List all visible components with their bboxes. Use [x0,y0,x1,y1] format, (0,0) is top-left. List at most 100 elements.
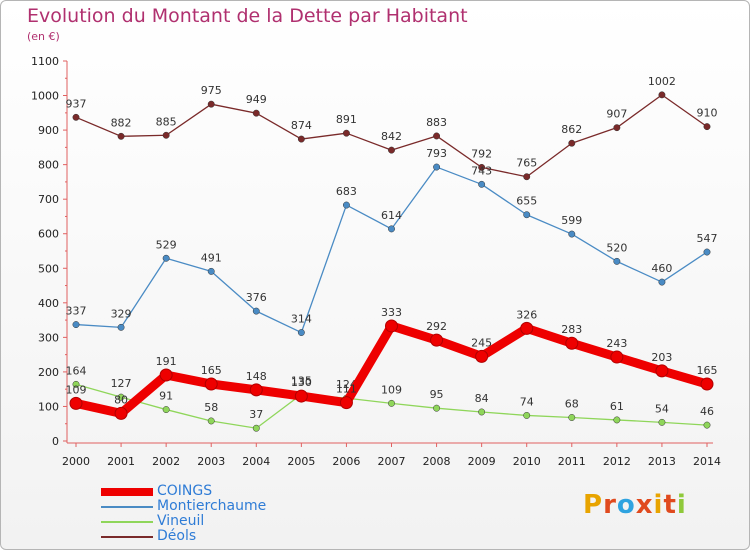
data-point-d-ols [703,123,711,131]
y-tick-label: 300 [38,331,59,344]
data-point-coings [69,396,83,410]
x-tick-label: 2010 [513,455,541,468]
y-tick-label: 200 [38,366,59,379]
data-point-d-ols [297,135,305,143]
data-label-montierchaume: 547 [697,232,718,245]
data-label-vineuil: 61 [610,400,624,413]
data-label-coings: 148 [246,370,267,383]
data-point-coings [700,377,714,391]
data-point-vineuil [658,418,666,426]
data-point-coings [204,377,218,391]
data-point-vineuil [703,421,711,429]
data-point-vineuil [568,414,576,421]
y-tick-label: 1000 [31,90,59,103]
data-label-montierchaume: 529 [156,238,177,251]
logo-letter: t [663,490,677,520]
data-point-montierchaume [523,211,531,219]
data-point-vineuil [478,408,486,416]
legend-label: Vineuil [157,513,205,529]
line-chart: 0 100 200 300 400 500 600 700 800 900 1000 1100 2000… [31,55,721,468]
data-label-vineuil: 135 [291,374,312,387]
data-label-vineuil: 54 [655,402,669,415]
legend-label: Montierchaume [157,498,267,514]
data-point-d-ols [523,173,531,181]
data-label-coings: 109 [66,383,87,396]
x-tick-label: 2011 [558,455,586,468]
logo-letter: r [603,490,617,520]
data-point-d-ols [162,131,170,139]
legend-swatch [101,488,153,496]
data-point-montierchaume [162,254,170,262]
data-label-montierchaume: 314 [291,313,312,326]
data-point-montierchaume [252,307,260,315]
data-point-coings [114,406,128,420]
x-tick-label: 2003 [197,455,225,468]
data-label-vineuil: 37 [249,408,263,421]
x-tick-label: 2004 [242,455,270,468]
data-point-vineuil [433,404,441,412]
data-label-d-ols: 910 [697,107,718,120]
data-label-d-ols: 949 [246,93,267,106]
data-label-vineuil: 164 [66,364,87,377]
data-label-vineuil: 84 [475,392,489,405]
legend-label: Déols [157,528,197,544]
data-label-coings: 333 [381,306,402,319]
data-label-coings: 203 [651,351,672,364]
data-label-d-ols: 937 [66,97,87,110]
data-label-d-ols: 874 [291,119,312,132]
data-point-coings [565,336,579,350]
data-label-montierchaume: 376 [246,291,267,304]
data-label-coings: 326 [516,308,537,321]
x-tick-label: 2014 [693,455,721,468]
data-point-coings [430,333,444,347]
data-label-montierchaume: 460 [651,262,672,275]
data-label-d-ols: 975 [201,84,222,97]
data-label-montierchaume: 655 [516,195,537,208]
x-tick-label: 2006 [332,455,360,468]
data-point-vineuil [72,380,80,388]
x-tick-label: 2002 [152,455,180,468]
data-label-d-ols: 891 [336,113,357,126]
data-point-coings [655,364,669,378]
data-label-coings: 165 [201,364,222,377]
x-tick-label: 2012 [603,455,631,468]
chart-unit: (en €) [27,30,60,43]
data-label-vineuil: 95 [430,388,444,401]
data-label-vineuil: 46 [700,405,714,418]
data-label-d-ols: 885 [156,115,177,128]
data-point-coings [159,368,173,382]
data-label-montierchaume: 683 [336,185,357,198]
data-label-coings: 245 [471,336,492,349]
x-tick-label: 2000 [62,455,90,468]
data-point-d-ols [433,132,441,140]
data-label-d-ols: 1002 [648,75,676,88]
data-point-montierchaume [297,329,305,336]
data-point-coings [385,319,398,333]
proxiti-logo: Proxiti [583,490,687,520]
data-point-montierchaume [207,267,215,275]
y-tick-label: 900 [38,124,59,137]
data-label-d-ols: 842 [381,130,402,143]
data-point-coings [610,350,624,364]
data-label-d-ols: 882 [111,116,132,129]
data-point-coings [520,321,534,335]
data-point-montierchaume [658,278,666,286]
data-label-d-ols: 765 [516,157,537,170]
data-point-montierchaume [703,248,711,256]
legend-swatch [101,536,153,538]
data-point-d-ols [388,146,395,154]
data-point-coings [249,383,263,397]
data-label-vineuil: 91 [159,390,173,403]
logo-letter: P [583,490,604,520]
data-label-d-ols: 883 [426,116,447,129]
data-point-coings [294,389,308,403]
data-point-montierchaume [613,257,621,265]
data-label-coings: 283 [561,323,582,336]
data-point-vineuil [388,399,395,407]
x-tick-label: 2005 [287,455,315,468]
data-point-vineuil [613,416,621,424]
logo-letter: o [616,490,636,520]
x-tick-label: 2009 [468,455,496,468]
data-label-montierchaume: 337 [66,305,87,318]
